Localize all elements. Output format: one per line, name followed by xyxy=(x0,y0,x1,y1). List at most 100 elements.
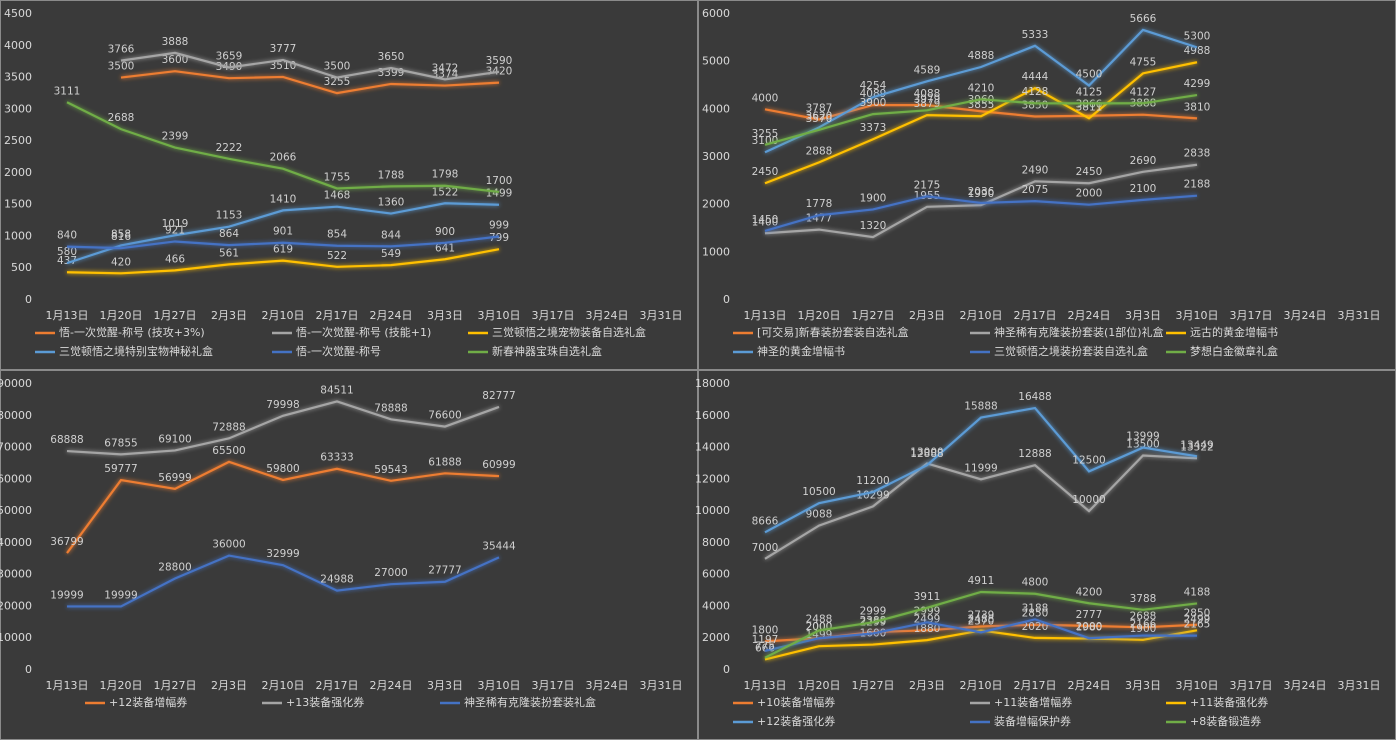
data-label: 1197 xyxy=(752,634,779,646)
y-tick-label: 20000 xyxy=(0,599,32,612)
data-label: 13500 xyxy=(1126,439,1159,451)
x-tick-label: 3月24日 xyxy=(586,309,629,322)
y-tick-label: 40000 xyxy=(0,536,32,549)
x-tick-label: 3月31日 xyxy=(1338,679,1381,692)
legend-label: 新春神器宝珠自选礼盒 xyxy=(492,344,602,358)
legend-label: 悟-一次觉醒-称号 (技攻+3%) xyxy=(59,325,205,339)
y-tick-label: 3500 xyxy=(4,71,32,84)
series-line xyxy=(120,51,500,81)
data-label: 1990 xyxy=(968,188,995,200)
x-tick-label: 3月24日 xyxy=(1284,309,1327,322)
data-label: 36000 xyxy=(212,539,245,551)
y-tick-label: 10000 xyxy=(695,504,730,517)
x-tick-label: 1月13日 xyxy=(744,309,787,322)
data-label: 3420 xyxy=(486,66,513,78)
data-label: 63333 xyxy=(320,452,353,464)
data-label: 549 xyxy=(381,248,401,260)
data-label: 3255 xyxy=(752,128,779,140)
data-label: 1019 xyxy=(162,218,189,230)
panel-frame xyxy=(698,370,1396,740)
data-label: 2000 xyxy=(1076,188,1103,200)
data-label: 2370 xyxy=(968,615,995,627)
data-label: 900 xyxy=(435,226,455,238)
y-tick-label: 2000 xyxy=(702,198,730,211)
chart-panel: 0 500 1000 1500 2000 2500 3000 3500 4000 4500 1月13… xyxy=(0,0,698,370)
x-tick-label: 3月24日 xyxy=(586,679,629,692)
x-tick-label: 3月24日 xyxy=(1284,679,1327,692)
data-label: 1320 xyxy=(860,220,887,232)
data-label: 1410 xyxy=(270,193,297,205)
data-label: 466 xyxy=(165,253,185,265)
data-label: 3500 xyxy=(108,61,135,73)
y-tick-label: 4500 xyxy=(4,7,32,20)
y-tick-label: 0 xyxy=(25,663,32,676)
data-label: 2850 xyxy=(1022,608,1049,620)
data-label: 2000 xyxy=(1076,621,1103,633)
data-label: 4089 xyxy=(860,88,887,100)
data-label: 68888 xyxy=(50,434,83,446)
data-label: 561 xyxy=(219,247,239,259)
data-label: 4988 xyxy=(1184,45,1211,57)
legend-label: 三觉顿悟之境装扮套装自选礼盒 xyxy=(994,344,1148,358)
series-line xyxy=(120,70,500,95)
data-label: 2488 xyxy=(968,613,995,625)
data-label: 1468 xyxy=(324,190,351,202)
x-tick-label: 1月27日 xyxy=(852,309,895,322)
data-label: 4125 xyxy=(1076,86,1103,98)
legend-label: 神圣的黄金增幅书 xyxy=(757,344,845,358)
series-line xyxy=(764,61,1198,185)
data-label: 1798 xyxy=(432,169,459,181)
panel-frame xyxy=(698,0,1396,370)
data-label: 19999 xyxy=(104,589,137,601)
data-label: 2999 xyxy=(860,605,887,617)
y-tick-label: 4000 xyxy=(702,102,730,115)
data-label: 10000 xyxy=(1072,494,1105,506)
legend-label: +8装备锻造券 xyxy=(1190,714,1261,728)
data-label: 1153 xyxy=(216,210,243,222)
data-label: 3879 xyxy=(914,98,941,110)
y-tick-label: 8000 xyxy=(702,536,730,549)
data-label: 840 xyxy=(57,230,77,242)
data-label: 1900 xyxy=(860,192,887,204)
legend-label: +11装备强化券 xyxy=(1190,695,1268,709)
data-label: 59777 xyxy=(104,463,137,475)
x-tick-label: 3月3日 xyxy=(1125,679,1161,692)
x-tick-label: 3月31日 xyxy=(640,679,683,692)
data-label: 3979 xyxy=(914,93,941,105)
data-label: 3255 xyxy=(324,76,351,88)
data-label: 2688 xyxy=(108,112,135,124)
data-label: 4911 xyxy=(968,575,995,587)
data-label: 3888 xyxy=(162,36,189,48)
data-label: 4088 xyxy=(914,88,941,100)
data-label: 4888 xyxy=(968,50,995,62)
data-label: 69100 xyxy=(158,433,191,445)
data-label: 3188 xyxy=(1022,602,1049,614)
data-label: 775 xyxy=(755,641,775,653)
data-label: 2066 xyxy=(270,152,297,164)
data-label: 60999 xyxy=(482,459,515,471)
data-label: 1400 xyxy=(752,216,779,228)
x-tick-label: 3月3日 xyxy=(427,679,463,692)
data-label: 12500 xyxy=(1072,454,1105,466)
data-label: 2222 xyxy=(216,142,243,154)
x-tick-label: 3月17日 xyxy=(532,309,575,322)
data-label: 76600 xyxy=(428,410,461,422)
y-tick-label: 90000 xyxy=(0,377,32,390)
data-label: 799 xyxy=(489,232,509,244)
data-label: 1755 xyxy=(324,171,351,183)
data-label: 3900 xyxy=(860,97,887,109)
x-tick-label: 3月17日 xyxy=(1230,309,1273,322)
x-tick-label: 1月20日 xyxy=(100,309,143,322)
y-tick-label: 5000 xyxy=(702,55,730,68)
data-label: 1980 xyxy=(1076,622,1103,634)
series-line xyxy=(764,590,1198,659)
data-label: 641 xyxy=(435,242,455,254)
data-label: 816 xyxy=(111,231,131,243)
data-label: 4000 xyxy=(752,92,779,104)
data-label: 2075 xyxy=(1022,184,1049,196)
data-label: 4589 xyxy=(914,64,941,76)
data-label: 13449 xyxy=(1180,439,1213,451)
legend-label: +12装备增幅券 xyxy=(109,695,187,709)
